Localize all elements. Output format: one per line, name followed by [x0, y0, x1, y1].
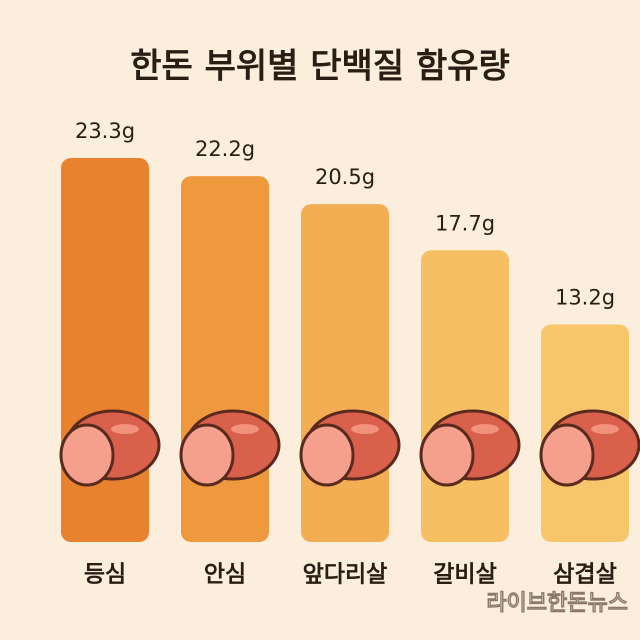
x-tick-label: 안심 [204, 562, 246, 588]
x-tick-label: 등심 [84, 562, 126, 588]
value-label: 13.2g [555, 285, 615, 309]
watermark: 라이브한돈뉴스 [486, 591, 628, 616]
value-label: 20.5g [315, 165, 375, 189]
bar [301, 204, 389, 542]
meat-icon-cut [539, 423, 595, 487]
meat-icon-shine [111, 424, 139, 434]
meat-icon-cut [59, 423, 115, 487]
meat-icon-shine [591, 424, 619, 434]
x-tick-label: 갈비살 [433, 562, 496, 588]
meat-icon-cut [179, 423, 235, 487]
meat-icon-shine [231, 424, 259, 434]
value-label: 22.2g [195, 137, 255, 161]
meat-icon-cut [419, 423, 475, 487]
bar [61, 158, 149, 542]
meat-icon-cut [299, 423, 355, 487]
x-tick-label: 앞다리살 [303, 562, 388, 588]
meat-icon-shine [471, 424, 499, 434]
value-label: 17.7g [435, 211, 495, 235]
value-label: 23.3g [75, 119, 135, 143]
bar [421, 250, 509, 542]
meat-icon-shine [351, 424, 379, 434]
bar [181, 176, 269, 542]
x-tick-label: 삼겹살 [553, 562, 616, 588]
chart-title: 한돈 부위별 단백질 함유량 [130, 47, 510, 87]
